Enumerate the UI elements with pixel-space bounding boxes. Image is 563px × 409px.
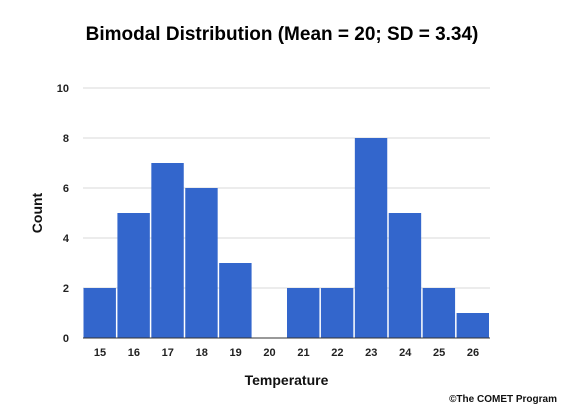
bar-21 bbox=[287, 288, 320, 338]
bar-24 bbox=[388, 213, 422, 338]
y-tick-label: 2 bbox=[63, 283, 69, 295]
y-tick-label: 8 bbox=[63, 133, 69, 145]
gridlines bbox=[83, 87, 490, 289]
bar-16 bbox=[117, 213, 150, 338]
x-tick-label: 20 bbox=[263, 347, 275, 359]
bar-15 bbox=[83, 288, 116, 338]
bars bbox=[83, 138, 489, 338]
x-tick-label: 19 bbox=[230, 347, 242, 359]
y-tick-labels: 0 2 4 6 8 10 bbox=[57, 83, 70, 345]
x-tick-label: 22 bbox=[331, 347, 343, 359]
bar-22 bbox=[320, 288, 354, 338]
x-tick-label: 18 bbox=[196, 347, 208, 359]
bar-26 bbox=[456, 313, 489, 338]
bar-25 bbox=[422, 288, 456, 338]
y-tick-label: 0 bbox=[63, 333, 69, 345]
bar-18 bbox=[185, 188, 218, 338]
bar-23 bbox=[354, 138, 388, 338]
x-tick-label: 25 bbox=[433, 347, 445, 359]
y-tick-label: 4 bbox=[63, 233, 70, 245]
x-tick-label: 17 bbox=[162, 347, 174, 359]
bar-17 bbox=[151, 163, 184, 338]
x-tick-label: 23 bbox=[365, 347, 377, 359]
x-tick-label: 24 bbox=[399, 347, 412, 359]
x-tick-label: 26 bbox=[467, 347, 479, 359]
x-tick-label: 15 bbox=[94, 347, 106, 359]
y-tick-label: 6 bbox=[63, 183, 69, 195]
y-axis-label: Count bbox=[29, 192, 45, 233]
bar-19 bbox=[219, 263, 252, 338]
x-tick-labels: 15 16 17 18 19 20 21 22 23 24 25 26 bbox=[94, 347, 479, 359]
credit-text: ©The COMET Program bbox=[449, 394, 557, 405]
chart-title: Bimodal Distribution (Mean = 20; SD = 3.… bbox=[86, 24, 479, 45]
x-tick-label: 16 bbox=[128, 347, 140, 359]
y-tick-label: 10 bbox=[57, 83, 69, 95]
x-tick-label: 21 bbox=[297, 347, 309, 359]
x-axis-label: Temperature bbox=[245, 372, 329, 388]
